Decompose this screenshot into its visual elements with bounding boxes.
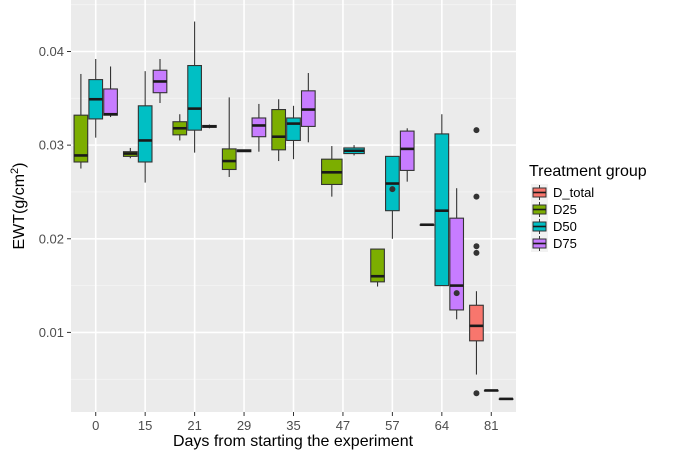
x-axis-title: Days from starting the experiment [173,433,414,450]
outlier-point [473,390,480,397]
x-tick-label: 29 [237,418,251,433]
box-body [399,130,415,171]
box-body [286,117,301,142]
box-D50-day-21 [187,21,202,153]
box-D25-day-15 [122,147,138,159]
box-body [187,64,202,131]
box-body [449,217,465,311]
legend-label: D75 [553,236,577,251]
box-body [137,105,153,163]
y-tick-label: 0.02 [39,231,64,246]
x-tick-label: 64 [435,418,449,433]
box-D50-day-35 [286,105,301,160]
box-D75-day-57 [399,128,415,182]
x-tick-label: 47 [336,418,350,433]
y-tick-label: 0.03 [39,138,64,153]
box-D25-day-29 [221,97,237,177]
box-D75-day-29 [251,103,267,152]
box-body [251,117,267,138]
x-tick-label: 0 [92,418,99,433]
outlier-point [473,243,480,250]
y-tick-label: 0.04 [39,44,64,59]
box-D_total-day-81 [469,127,484,397]
box-D50-day-29 [236,149,252,153]
legend-label: D25 [553,202,577,217]
box-body [103,88,118,116]
x-tick-label: 81 [484,418,498,433]
x-axis-ticks: 0 15 21 29 35 47 57 64 81 [92,412,499,433]
x-tick-label: 15 [138,418,152,433]
box-D75-day-0 [103,66,118,118]
legend-items: D_total D25 D50 D75 [531,184,594,252]
x-tick-label: 57 [385,418,399,433]
box-D25-day-47 [321,146,343,197]
box-body [73,114,89,163]
box-body [221,148,237,171]
box-D50-day-0 [88,58,104,138]
x-tick-label: 21 [187,418,201,433]
outlier-point [473,193,480,200]
box-D25-day-57 [370,248,385,287]
y-axis-title-superscript: 2 [9,168,21,174]
box-D50-day-64 [434,114,450,287]
outlier-point [473,127,480,134]
y-axis-title-base: EWT(g/cm [11,174,28,250]
box-body [469,304,484,342]
box-D50-day-81 [483,389,499,392]
box-D75-day-15 [152,58,168,103]
legend-label: D_total [553,185,594,200]
box-body [271,109,287,151]
y-tick-label: 0.01 [39,325,64,340]
box-D25-day-0 [73,73,89,169]
box-D25-day-35 [271,99,287,162]
box-D75-day-81 [498,397,514,401]
box-D75-day-35 [300,73,316,143]
legend-item-D_total: D_total [531,184,594,201]
legend-item-D25: D25 [531,201,577,218]
outlier-point [389,186,396,193]
y-axis-title: EWT(g/cm2) [9,163,28,250]
box-D50-day-57 [385,155,400,239]
box-D25-day-64 [419,223,435,227]
legend-item-D75: D75 [531,235,577,252]
legend-item-D50: D50 [531,218,577,235]
box-D50-day-47 [343,145,365,156]
legend-title: Treatment group [529,163,647,180]
y-axis-title-close: ) [11,163,28,168]
box-D25-day-21 [172,114,188,141]
box-body [370,248,385,283]
legend: Treatment group D_total D25 D50 D75 [529,163,647,252]
x-tick-label: 35 [286,418,300,433]
y-axis-ticks: 0.01 0.02 0.03 0.04 [39,44,71,340]
box-D75-day-64 [449,188,465,320]
outlier-point [453,290,460,297]
outlier-point [473,249,480,256]
legend-label: D50 [553,219,577,234]
box-D75-day-21 [202,124,217,129]
box-layer [73,21,514,401]
box-D50-day-15 [137,71,153,183]
